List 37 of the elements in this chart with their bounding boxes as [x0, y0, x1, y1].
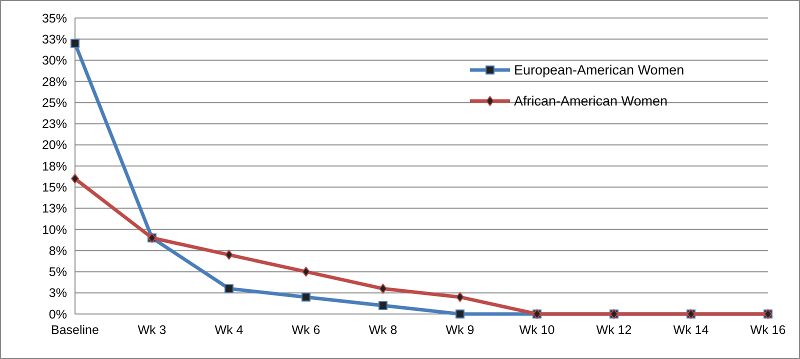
point: [225, 250, 233, 260]
point: [224, 284, 234, 294]
y-tick-label: 33%: [42, 32, 67, 47]
y-tick-label: 10%: [42, 222, 67, 237]
point: [71, 174, 79, 184]
x-tick-label: Wk 6: [292, 323, 320, 337]
x-tick-label: Wk 4: [214, 323, 244, 337]
point: [378, 301, 388, 310]
legend-label: African-American Women: [514, 94, 668, 109]
y-tick-label: 23%: [42, 117, 67, 132]
y-tick-label: 25%: [42, 96, 67, 110]
y-tick-label: 8%: [48, 244, 67, 258]
point: [456, 292, 464, 302]
y-tick-label: 35%: [42, 11, 67, 26]
x-tick-label: Wk 3: [138, 323, 166, 337]
x-tick-label: Wk 8: [368, 323, 398, 337]
y-tick-label: 28%: [42, 74, 67, 89]
x-tick-label: Wk 14: [673, 323, 709, 337]
y-tick-label: 5%: [48, 265, 67, 280]
point: [302, 266, 310, 277]
y-tick-label: 13%: [42, 202, 67, 216]
x-tick-label: Wk 9: [446, 323, 474, 337]
point: [456, 310, 464, 318]
point: [302, 292, 310, 302]
legend-label: European-American Women: [514, 62, 684, 78]
y-tick-label: 30%: [42, 54, 67, 68]
x-tick-label: Wk 16: [750, 323, 786, 337]
x-tick-label: Wk 10: [519, 323, 555, 337]
y-tick-label: 0%: [48, 307, 67, 322]
y-tick-label: 18%: [42, 159, 67, 174]
y-tick-label: 15%: [42, 180, 67, 195]
x-tick-label: Baseline: [51, 323, 100, 337]
point: [70, 38, 80, 48]
y-tick-label: 20%: [42, 138, 67, 152]
point: [379, 284, 387, 294]
x-tick-label: Wk 12: [596, 323, 632, 337]
y-tick-label: 3%: [48, 286, 67, 300]
